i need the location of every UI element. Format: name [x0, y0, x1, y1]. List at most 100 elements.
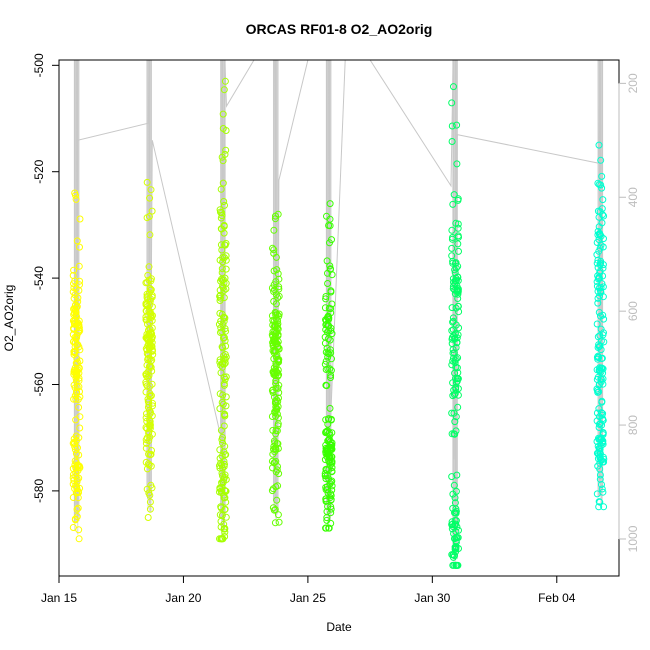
data-point [275, 470, 283, 478]
y2-axis: 200 400 600 800 1000 [618, 73, 640, 552]
data-point [273, 406, 281, 413]
data-point [145, 213, 153, 220]
data-point [594, 388, 602, 396]
data-point [216, 446, 224, 454]
data-point [269, 485, 277, 493]
data-point [449, 200, 457, 208]
data-point [453, 561, 461, 569]
data-point [215, 320, 223, 328]
data-point [143, 465, 151, 473]
data-point [76, 464, 84, 472]
data-point [270, 226, 278, 234]
data-point [271, 330, 279, 338]
data-point [145, 489, 153, 497]
data-point [274, 210, 282, 218]
chart-title: ORCAS RF01-8 O2_AO2orig [246, 21, 433, 37]
data-point [274, 317, 282, 325]
data-point [598, 355, 606, 362]
data-point [146, 505, 154, 513]
data-point [594, 287, 602, 295]
data-point [594, 299, 602, 307]
data-point [600, 212, 608, 220]
data-point [593, 385, 601, 393]
data-point [448, 122, 456, 130]
data-point [597, 456, 605, 464]
data-point [599, 410, 607, 418]
data-point [449, 561, 457, 569]
data-point [271, 506, 279, 513]
data-point [70, 309, 78, 317]
data-point [326, 404, 334, 412]
data-point [593, 282, 601, 290]
data-point [72, 284, 80, 292]
data-point [598, 205, 606, 213]
data-point [322, 348, 330, 356]
data-point [599, 416, 607, 424]
data-point [600, 338, 608, 346]
data-point [216, 292, 224, 300]
data-point [595, 343, 603, 350]
data-point [323, 486, 331, 494]
data-point [455, 247, 462, 255]
data-point [453, 471, 461, 479]
flight-series-2 [142, 178, 157, 521]
data-point [222, 498, 230, 506]
data-point [599, 196, 607, 204]
data-point [144, 351, 152, 359]
data-point [595, 498, 603, 506]
data-point [448, 518, 456, 526]
data-point [268, 457, 276, 465]
data-point [275, 310, 283, 318]
data-point [222, 265, 230, 273]
data-point [453, 339, 461, 347]
data-point [274, 270, 282, 278]
data-point [595, 405, 603, 413]
data-point [595, 435, 603, 443]
data-point [145, 401, 153, 409]
data-point [70, 438, 78, 446]
y2-tick-label: 400 [626, 187, 640, 207]
data-point [145, 421, 153, 429]
data-point [220, 317, 228, 325]
data-point [75, 377, 83, 385]
data-point [69, 439, 77, 447]
data-point [274, 320, 282, 328]
y-tick-label: -520 [32, 159, 46, 183]
data-point [146, 498, 154, 506]
x-tick-label: Jan 30 [414, 591, 450, 605]
data-point [71, 320, 78, 328]
data-point [321, 304, 329, 312]
data-point [221, 201, 228, 209]
data-point [146, 289, 153, 297]
data-point [327, 371, 335, 379]
data-point [222, 513, 230, 521]
data-point [270, 246, 278, 254]
data-point [327, 478, 335, 486]
data-point [449, 234, 456, 241]
data-point [327, 309, 335, 317]
data-point [450, 391, 458, 399]
data-point [75, 374, 83, 382]
data-point [221, 241, 229, 249]
data-point [451, 335, 459, 343]
data-point [220, 352, 228, 360]
data-point [218, 489, 225, 497]
data-point [450, 83, 457, 91]
data-point [146, 382, 154, 390]
data-point [72, 395, 80, 403]
data-point [219, 400, 227, 408]
data-point [454, 224, 462, 232]
data-point [216, 454, 224, 462]
data-point [449, 490, 457, 498]
data-point [326, 365, 334, 373]
data-point [453, 121, 461, 129]
data-point [222, 393, 230, 401]
data-point [452, 344, 460, 351]
data-point [218, 269, 226, 277]
data-point [269, 386, 277, 394]
data-point [269, 389, 277, 396]
data-point [454, 195, 462, 203]
data-point [455, 526, 462, 534]
data-point [593, 320, 601, 328]
data-point [451, 286, 459, 294]
